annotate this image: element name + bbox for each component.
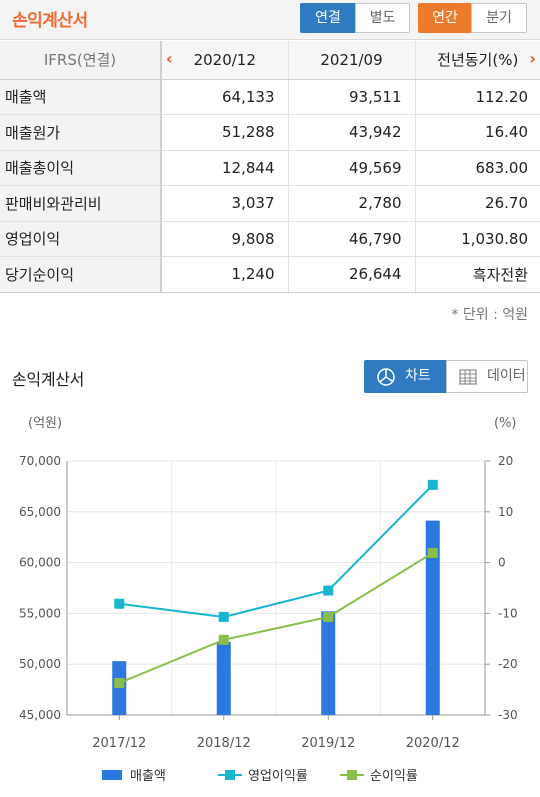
left-tick-label: 55,000 — [19, 606, 61, 620]
revenue-bar — [216, 641, 231, 715]
legend-label: 매출액 — [130, 769, 166, 784]
table-row: 당기순이익 1,240 26,644 흑자전환 — [0, 256, 540, 293]
operating-margin-point — [427, 479, 438, 490]
table-cell: 9,808 — [161, 221, 289, 257]
page-title: 손익계산서 — [12, 11, 88, 31]
column-header: 2021/09 — [288, 41, 416, 80]
right-tick-label: -10 — [498, 606, 518, 620]
right-tick-label: 0 — [498, 556, 506, 570]
net-margin-point — [218, 634, 229, 645]
table-cell: 49,569 — [288, 150, 416, 186]
table-cell: 51,288 — [161, 114, 289, 151]
table-grid-icon — [459, 369, 477, 385]
table-cell: 46,790 — [288, 221, 416, 257]
revenue-bar — [321, 611, 336, 715]
chart-view-label: 차트 — [405, 368, 431, 384]
data-view-label: 데이터 — [487, 368, 526, 384]
column-header-label: 2020/12 — [193, 50, 256, 69]
chart-section-title: 손익계산서 — [12, 370, 85, 389]
table-cell: 12,844 — [161, 150, 289, 186]
row-label: 매출총이익 — [0, 150, 162, 186]
right-tick-label: 20 — [498, 454, 513, 468]
chart-view-button[interactable]: 차트 — [364, 360, 446, 393]
left-tick-label: 65,000 — [19, 505, 61, 519]
page-header: 손익계산서 연결 별도 연간 분기 — [0, 0, 540, 40]
right-axis-unit: (%) — [494, 416, 517, 431]
x-tick-label: 2019/12 — [301, 736, 355, 751]
right-tick-label: -20 — [498, 657, 518, 671]
table-row: 매출원가 51,288 43,942 16.40 — [0, 114, 540, 151]
row-label: 당기순이익 — [0, 256, 162, 293]
annual-button[interactable]: 연간 — [418, 3, 472, 33]
table-cell: 43,942 — [288, 114, 416, 151]
legend-marker-operating-margin — [225, 770, 235, 780]
legend-label: 영업이익률 — [248, 769, 308, 784]
next-period-arrow-icon[interactable]: › — [529, 49, 536, 68]
table-row: 판매비와관리비 3,037 2,780 26.70 — [0, 185, 540, 222]
table-corner-label: IFRS(연결) — [0, 41, 162, 80]
right-tick-label: -30 — [498, 708, 518, 722]
net-margin-point — [114, 677, 125, 688]
prev-period-arrow-icon[interactable]: ‹ — [166, 49, 173, 68]
legend-swatch-revenue — [102, 770, 122, 780]
table-cell: 3,037 — [161, 185, 289, 222]
revenue-bar — [425, 520, 440, 715]
row-label: 판매비와관리비 — [0, 185, 162, 222]
table-cell: 26.70 — [415, 185, 540, 222]
operating-margin-point — [114, 598, 125, 609]
table-header-row: IFRS(연결) ‹ 2020/12 2021/09 전년동기(%) › — [0, 41, 540, 80]
table-cell: 64,133 — [161, 79, 289, 115]
left-tick-label: 45,000 — [19, 708, 61, 722]
left-tick-label: 50,000 — [19, 657, 61, 671]
table-cell: 16.40 — [415, 114, 540, 151]
data-view-button[interactable]: 데이터 — [446, 360, 528, 393]
table-row: 매출총이익 12,844 49,569 683.00 — [0, 150, 540, 186]
x-tick-label: 2017/12 — [92, 736, 146, 751]
legend-label: 순이익률 — [370, 769, 418, 784]
right-tick-label: 10 — [498, 505, 513, 519]
table-cell: 683.00 — [415, 150, 540, 186]
operating-margin-point — [323, 585, 334, 596]
table-cell: 1,030.80 — [415, 221, 540, 257]
net-margin-point — [427, 547, 438, 558]
pie-chart-icon — [377, 368, 395, 386]
net-margin-line — [118, 552, 434, 684]
column-header: ‹ 2020/12 — [161, 41, 289, 80]
quarterly-button[interactable]: 분기 — [471, 3, 527, 33]
x-tick-label: 2020/12 — [406, 736, 460, 751]
column-header-label: 전년동기(%) — [437, 51, 519, 70]
table-row: 매출액 64,133 93,511 112.20 — [0, 79, 540, 115]
legend-marker-net-margin — [347, 770, 357, 780]
operating-margin-point — [218, 611, 229, 622]
table-cell: 2,780 — [288, 185, 416, 222]
left-tick-label: 60,000 — [19, 556, 61, 570]
table-cell: 26,644 — [288, 256, 416, 293]
row-label: 영업이익 — [0, 221, 162, 257]
table-row: 영업이익 9,808 46,790 1,030.80 — [0, 221, 540, 257]
left-axis-unit: (억원) — [28, 416, 62, 431]
x-tick-label: 2018/12 — [197, 736, 251, 751]
separate-button[interactable]: 별도 — [355, 3, 410, 33]
income-statement-table: IFRS(연결) ‹ 2020/12 2021/09 전년동기(%) › 매출액… — [0, 41, 540, 293]
table-cell: 93,511 — [288, 79, 416, 115]
left-tick-label: 70,000 — [19, 454, 61, 468]
table-cell: 112.20 — [415, 79, 540, 115]
unit-note: * 단위 : 억원 — [451, 307, 528, 323]
row-label: 매출원가 — [0, 114, 162, 151]
net-margin-point — [323, 611, 334, 622]
revenue-bar — [112, 661, 127, 715]
consolidated-button[interactable]: 연결 — [300, 3, 356, 33]
row-label: 매출액 — [0, 79, 162, 115]
table-cell: 흑자전환 — [415, 256, 540, 293]
operating-margin-line — [119, 484, 434, 618]
column-header: 전년동기(%) › — [415, 41, 540, 80]
income-chart: 45,000 -30 50,000 -20 55,000 -10 60,000 0 65,000… — [19, 416, 518, 784]
table-cell: 1,240 — [161, 256, 289, 293]
